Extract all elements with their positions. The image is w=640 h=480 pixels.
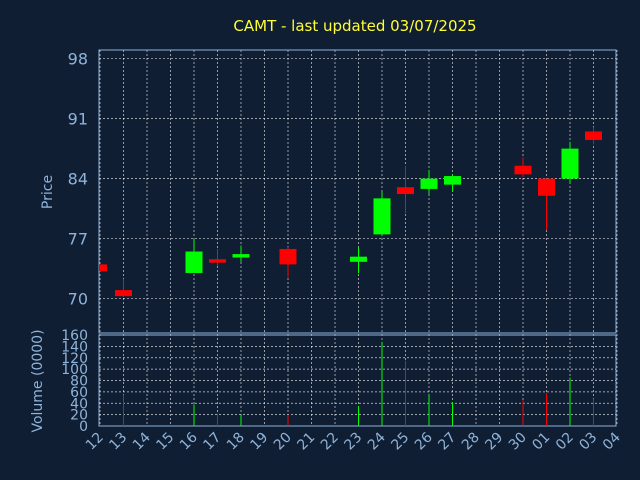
price-tick-label: 84: [68, 170, 88, 189]
volume-gridlines: [99, 334, 616, 427]
candle-body: [444, 176, 461, 185]
volume-tick-label: 40: [70, 396, 88, 412]
x-tick-label: 24: [365, 429, 389, 453]
candle-body: [279, 248, 297, 265]
price-tick-label: 77: [68, 230, 88, 249]
volume-tick-label: 120: [61, 351, 88, 367]
price-tick-label: 91: [68, 110, 88, 129]
x-tick-labels: 12 13 14 15 16 17 18 19 20 21 22 23 24 25 26 27 28 29 30 01…: [83, 429, 624, 453]
price-panel-frame: [98, 49, 617, 334]
volume-tick-label: 160: [61, 328, 88, 344]
x-tick-label: 26: [412, 429, 436, 453]
vertical-gridlines: [99, 50, 618, 426]
price-tick-labels: 70 77 84 91 98: [68, 50, 88, 309]
x-tick-label: 23: [341, 430, 365, 454]
x-tick-label: 04: [600, 429, 624, 453]
candle-body: [209, 259, 226, 263]
x-tick-label: 16: [177, 429, 201, 453]
x-tick-label: 20: [271, 430, 295, 454]
x-tick-label: 21: [294, 430, 318, 454]
candle-body: [561, 148, 579, 179]
x-tick-label: 22: [318, 430, 342, 454]
candles: [99, 127, 602, 297]
x-tick-label: 18: [224, 430, 248, 454]
price-tick-label: 98: [68, 50, 88, 69]
x-tick-label: 25: [388, 430, 412, 454]
price-tick-label: 70: [68, 290, 88, 309]
candle-body: [585, 131, 602, 141]
chart-title: CAMT - last updated 03/07/2025: [233, 17, 476, 35]
candle-body: [538, 178, 555, 196]
candle-body: [185, 251, 203, 273]
candle-body: [514, 165, 532, 175]
x-tick-label: 13: [106, 430, 130, 454]
volume-tick-label: 0: [79, 419, 88, 435]
volume-tick-label: 140: [61, 339, 88, 355]
volume-tick-label: 60: [70, 385, 88, 401]
candle-body: [115, 290, 132, 297]
x-tick-label: 29: [482, 430, 506, 454]
volume-tick-label: 100: [61, 362, 88, 378]
price-gridlines: [99, 58, 616, 300]
x-tick-label: 28: [459, 430, 483, 454]
candle-body: [350, 256, 367, 262]
x-tick-label: 19: [247, 430, 271, 454]
volume-panel-frame: [98, 334, 617, 427]
candle-body: [420, 178, 438, 189]
price-axis-label: Price: [40, 175, 56, 209]
volume-tick-label: 20: [70, 408, 88, 424]
x-tick-label: 27: [435, 430, 459, 454]
volume-tick-label: 80: [70, 374, 88, 390]
candle-body: [373, 198, 391, 235]
volume-bars: [123, 341, 594, 426]
x-tick-label: 02: [553, 430, 577, 454]
x-axis-label: Day: [334, 460, 362, 476]
candle-body: [397, 187, 414, 195]
x-tick-label: 30: [506, 430, 530, 454]
candle-body: [232, 254, 250, 258]
x-tick-label: 03: [576, 430, 600, 454]
x-tick-label: 14: [130, 429, 154, 453]
candle-body: [99, 264, 107, 272]
x-tick-label: 01: [529, 430, 553, 454]
volume-axis-label: Volume (0000): [30, 329, 46, 432]
x-tick-label: 17: [200, 430, 224, 454]
x-tick-label: 15: [153, 430, 177, 454]
